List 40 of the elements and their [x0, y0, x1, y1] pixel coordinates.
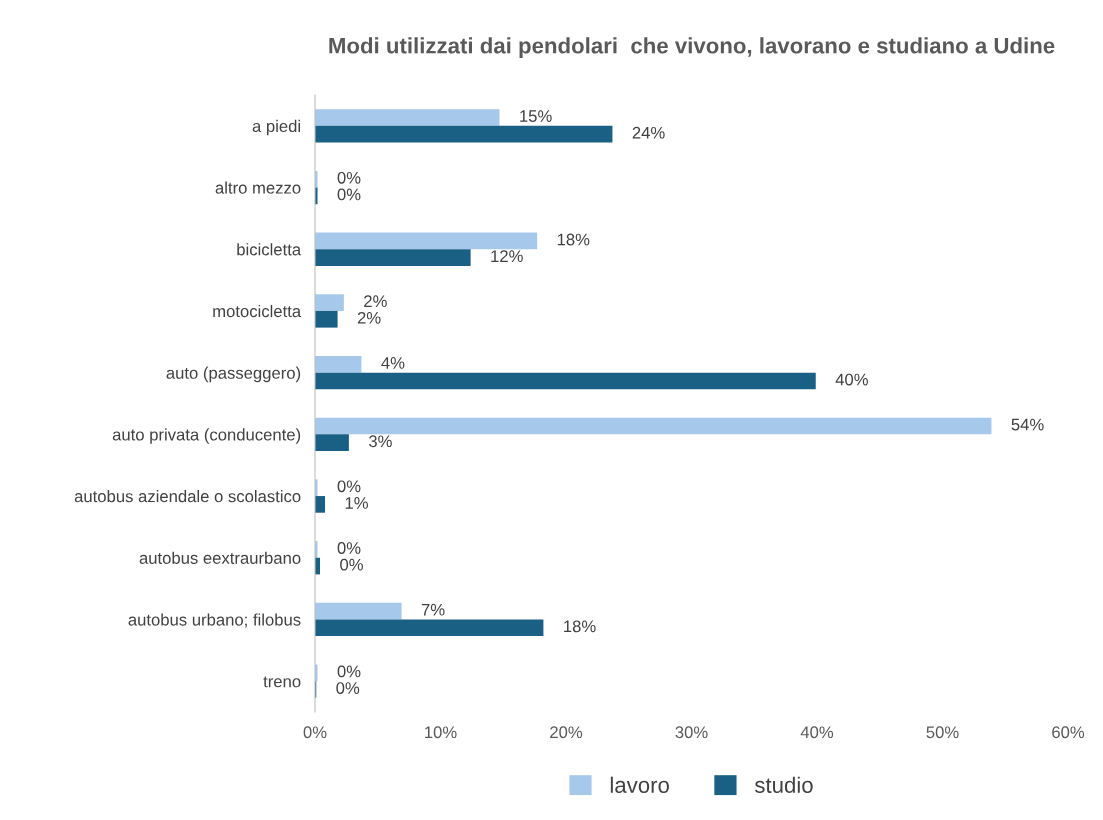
data-label: 7% [421, 603, 445, 616]
x-tick-label: 30% [675, 726, 708, 739]
data-label: 2% [357, 311, 381, 324]
y-tick-label: auto (passeggero) [166, 366, 301, 383]
data-label: 4% [381, 357, 405, 369]
y-tick-label: motocicletta [213, 304, 302, 318]
data-label: 3% [368, 435, 392, 448]
data-label: 15% [520, 110, 552, 122]
data-label: 1% [345, 497, 368, 509]
y-tick-label: bicicletta [237, 243, 302, 256]
data-label: 12% [491, 250, 523, 262]
data-label: 0% [340, 558, 363, 571]
data-label: 0% [337, 188, 361, 201]
y-tick-label: a piedi [252, 119, 300, 136]
x-tick-label: 20% [550, 726, 583, 739]
y-tick-label: autobus aziendale o scolastico [74, 490, 301, 503]
x-tick-label: 60% [1052, 726, 1085, 739]
data-label: 18% [564, 620, 596, 633]
data-label: 0% [337, 665, 361, 678]
x-tick-label: 10% [425, 726, 457, 739]
x-tick-label: 40% [800, 726, 834, 739]
data-label: 0% [337, 171, 361, 184]
x-tick-label: 50% [926, 726, 959, 739]
legend-label: lavoro [610, 776, 669, 793]
data-label: 0% [337, 542, 361, 554]
y-tick-label: altro mezzo [215, 181, 301, 194]
data-label: 0% [337, 480, 361, 493]
y-tick-label: autobus urbano; filobus [128, 613, 301, 628]
y-tick-label: treno [263, 676, 301, 688]
data-label: 18% [557, 233, 590, 246]
data-label: 0% [336, 682, 360, 694]
x-tick-label: 0% [303, 726, 327, 739]
data-label: 24% [632, 126, 665, 139]
data-label: 54% [1011, 418, 1044, 431]
data-label: 40% [835, 373, 868, 386]
chart-title: Modi utilizzati dai pendolari che vivono, lavorano e studiano a Udine [329, 37, 1055, 58]
y-tick-label: auto privata (conducente) [112, 428, 301, 444]
data-label: 2% [364, 295, 387, 308]
legend-label: studio [754, 776, 813, 793]
y-tick-label: autobus eextraurbano [139, 551, 301, 564]
